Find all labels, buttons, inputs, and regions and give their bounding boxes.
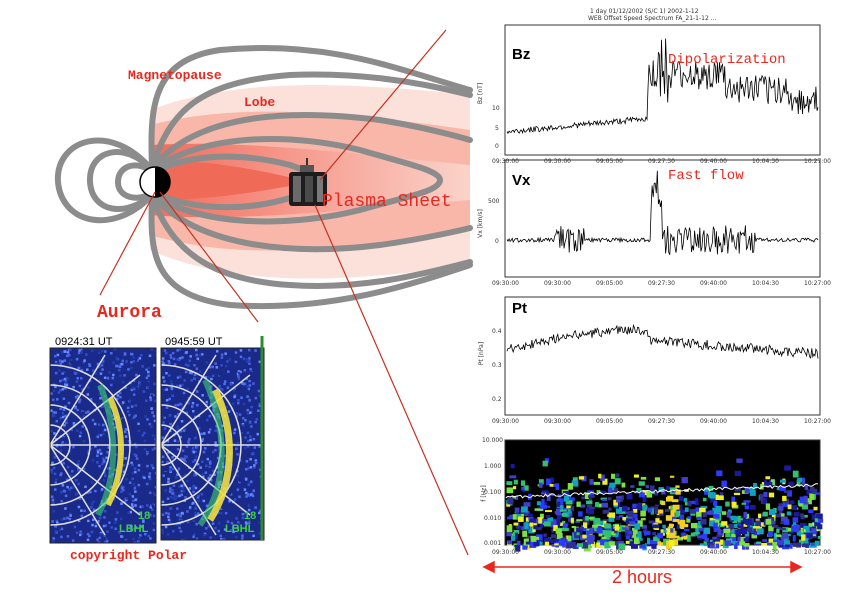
aurora-band-2: LBHL	[225, 523, 255, 535]
duration-label: 2 hours	[612, 567, 673, 587]
xtick-label: 09:40:00	[700, 158, 727, 165]
xtick-label: 09:30:00	[544, 549, 571, 556]
pt-ytick-2: 0.3	[492, 362, 502, 369]
aurora-band-1: LBHL	[119, 523, 149, 535]
xtick-label: 10:04:30	[752, 158, 779, 165]
xtick-label: 09:05:00	[596, 549, 623, 556]
lobe-label: Lobe	[244, 95, 276, 110]
plot-panel-spectrum	[504, 439, 824, 552]
xtick-label: 09:05:00	[596, 418, 623, 425]
xtick-label: 10:27:00	[804, 549, 831, 556]
xtick-label: 10:04:30	[752, 418, 779, 425]
spec-ytick-3: 0.100	[484, 489, 502, 496]
xtick-label: 09:30:00	[492, 418, 519, 425]
aurora-image-1	[50, 348, 156, 543]
pt-ylabel: Pt [nPa]	[478, 341, 486, 366]
bz-panel-title: Bz	[512, 46, 531, 63]
aurora-label: Aurora	[97, 303, 162, 323]
bz-ytick-1: 10	[492, 105, 500, 112]
pt-ytick-1: 0.4	[492, 328, 502, 335]
spec-ytick-5: 0.001	[484, 540, 502, 547]
vx-ytick-2: 0	[495, 238, 499, 245]
xtick-label: 09:27:30	[648, 158, 675, 165]
plot-panel-vx	[504, 159, 821, 278]
aurora-image-2	[161, 348, 264, 540]
plot-traces	[506, 38, 819, 359]
bz-ylabel: Bz [nT]	[477, 82, 485, 105]
xtick-label: 10:04:30	[752, 549, 779, 556]
dipolarization-annotation: Dipolarization	[668, 52, 786, 68]
aurora-time-1: 0924:31 UT	[55, 336, 113, 348]
spec-ytick-1: 10.000	[482, 437, 503, 444]
vx-ylabel: Vx [km/s]	[476, 209, 484, 238]
xtick-label: 09:30:00	[544, 280, 571, 287]
xtick-label: 10:27:00	[804, 418, 831, 425]
bz-ytick-3: 0	[495, 143, 499, 150]
duration-arrow	[482, 560, 803, 574]
xtick-label: 09:40:00	[700, 418, 727, 425]
vx-panel-title: Vx	[512, 172, 531, 189]
plasma-sheet-label: Plasma Sheet	[322, 192, 452, 212]
pt-ytick-3: 0.2	[492, 396, 502, 403]
xtick-label: 09:30:00	[544, 158, 571, 165]
xtick-label: 09:30:00	[544, 418, 571, 425]
xtick-label: 10:27:00	[804, 280, 831, 287]
xtick-label: 09:05:00	[596, 158, 623, 165]
plot-panel-bz	[504, 24, 821, 156]
connector-lines	[99, 29, 469, 556]
xtick-label: 09:30:00	[492, 549, 519, 556]
xtick-label: 09:30:00	[492, 158, 519, 165]
aurora-corner-2: 18	[244, 510, 257, 522]
xtick-label: 10:27:00	[804, 158, 831, 165]
xtick-label: 09:27:30	[648, 280, 675, 287]
xtick-label: 09:27:30	[648, 418, 675, 425]
plot-header-2: WEB Offset Speed Spectrum FA_21-1-12 ...	[588, 15, 717, 22]
xtick-label: 09:05:00	[596, 280, 623, 287]
vx-ytick-1: 500	[488, 198, 500, 205]
lobe-region	[150, 85, 470, 279]
aurora-corner-1: 18	[138, 510, 151, 522]
xtick-label: 09:40:00	[700, 549, 727, 556]
spec-ytick-4: 0.010	[484, 515, 502, 522]
xtick-label: 10:04:30	[752, 280, 779, 287]
aurora-time-2: 0945:59 UT	[165, 336, 223, 348]
fast-flow-annotation: Fast flow	[668, 168, 744, 184]
xtick-label: 09:27:30	[648, 549, 675, 556]
xtick-label: 09:30:00	[492, 280, 519, 287]
xtick-label: 09:40:00	[700, 280, 727, 287]
spec-ytick-2: 1.000	[484, 463, 502, 470]
pt-panel-title: Pt	[512, 300, 527, 317]
spacecraft-icon	[289, 158, 327, 206]
earth-icon	[139, 166, 171, 198]
plot-panel-pt	[504, 296, 821, 416]
plot-header-1: 1 day 01/12/2002 (S/C 1) 2002-1-12	[590, 8, 699, 15]
magnetopause-label: Magnetopause	[128, 68, 222, 83]
bz-ytick-2: 5	[495, 125, 499, 132]
copyright-label: copyright Polar	[70, 548, 188, 563]
